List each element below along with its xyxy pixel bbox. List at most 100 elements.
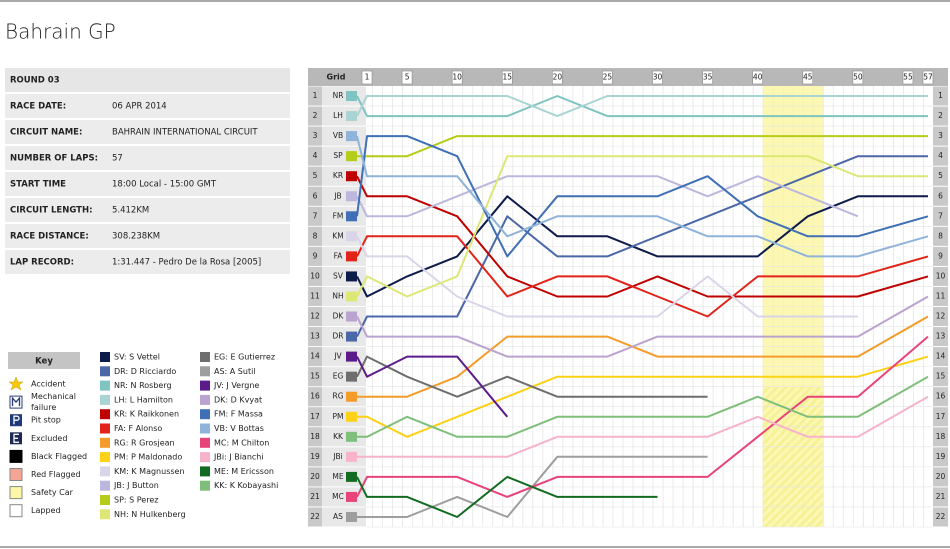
row-number-bg xyxy=(933,467,948,487)
legend-label: DR: D Ricciardo xyxy=(114,367,176,376)
info-value: 57 xyxy=(112,154,123,164)
x-tick-box xyxy=(652,70,663,85)
row-number: 7 xyxy=(313,211,318,220)
driver-swatch xyxy=(346,251,357,262)
driver-swatch xyxy=(346,191,357,202)
driver-code: NH xyxy=(332,291,343,300)
key-label: Red Flagged xyxy=(31,470,81,479)
driver-code: SV xyxy=(333,271,344,280)
x-tick-label: 30 xyxy=(653,73,663,82)
key-label: Pit stop xyxy=(31,416,61,425)
row-number-right: 9 xyxy=(938,251,943,260)
row-number-bg xyxy=(308,487,322,507)
info-row-bg xyxy=(5,146,290,170)
row-number-bg xyxy=(308,166,322,186)
legend-label: EG: E Gutierrez xyxy=(214,353,275,362)
driver-swatch xyxy=(346,451,357,462)
legend-swatch xyxy=(100,394,110,405)
row-number: 6 xyxy=(313,191,318,200)
driver-code: DK xyxy=(333,312,345,321)
x-tick-box xyxy=(752,70,763,85)
row-number-bg xyxy=(933,387,948,407)
row-number-right: 16 xyxy=(936,392,946,401)
driver-swatch xyxy=(346,511,357,522)
legend-label: VB: V Bottas xyxy=(214,424,264,433)
info-value: 06 APR 2014 xyxy=(112,102,167,112)
row-number-bg xyxy=(308,347,322,367)
driver-code: SP xyxy=(333,151,343,160)
driver-swatch xyxy=(346,231,357,242)
legend-label: JB: J Button xyxy=(113,481,159,490)
driver-swatch xyxy=(346,271,357,282)
row-number: 5 xyxy=(313,171,318,180)
x-tick-box xyxy=(401,70,413,85)
driver-swatch xyxy=(346,131,357,142)
x-tick-label: 20 xyxy=(553,73,563,82)
driver-swatch xyxy=(346,331,357,342)
legend-label: FM: F Massa xyxy=(214,410,263,419)
driver-swatch xyxy=(346,171,357,182)
x-tick-label: 35 xyxy=(703,73,713,82)
driver-code: JB xyxy=(333,191,341,200)
info-row-bg xyxy=(5,224,290,248)
title: Bahrain GP xyxy=(5,20,116,44)
row-number-right: 5 xyxy=(938,171,943,180)
excluded-glyph xyxy=(13,433,19,443)
row-number-bg xyxy=(308,206,322,226)
legend-label: KK: K Kobayashi xyxy=(214,481,278,490)
row-number: 18 xyxy=(310,432,320,441)
info-label: RACE DISTANCE: xyxy=(10,232,89,242)
driver-line xyxy=(357,135,928,158)
info-value: 1:31.447 - Pedro De la Rosa [2005] xyxy=(112,258,261,268)
accident-icon xyxy=(8,376,24,391)
info-row-bg xyxy=(5,198,290,222)
driver-line xyxy=(356,155,928,298)
x-tick-box xyxy=(902,70,914,85)
legend-label: KR: K Raikkonen xyxy=(114,410,179,419)
legend-label: JBi: J Bianchi xyxy=(213,453,264,462)
row-number: 15 xyxy=(310,372,320,381)
row-number-bg xyxy=(308,467,322,487)
driver-code: NR xyxy=(333,91,344,100)
driver-swatch xyxy=(346,311,357,322)
row-number-right: 13 xyxy=(936,332,946,341)
row-number-right: 2 xyxy=(938,111,943,120)
legend-label: DK: D Kvyat xyxy=(214,395,262,404)
legend-label: JV: J Vergne xyxy=(213,381,259,390)
row-number-bg xyxy=(308,266,322,286)
legend-label: SV: S Vettel xyxy=(114,353,160,362)
x-tick-box xyxy=(451,70,463,85)
info-title: ROUND 03 xyxy=(10,76,60,86)
key-icon xyxy=(9,449,23,463)
info-row-bg xyxy=(5,68,290,92)
row-number: 14 xyxy=(310,352,320,361)
info-row-bg xyxy=(5,94,290,118)
driver-line xyxy=(356,295,929,358)
legend-swatch xyxy=(200,380,210,391)
driver-line xyxy=(356,355,708,398)
row-number-bg xyxy=(933,367,948,387)
x-tick-label: 10 xyxy=(452,73,462,82)
key-label: Black Flagged xyxy=(31,452,87,461)
x-tick-label: 5 xyxy=(405,73,410,82)
info-value: 5.412KM xyxy=(112,206,149,216)
driver-code: FA xyxy=(334,251,344,260)
legend-swatch xyxy=(200,423,210,434)
x-tick-label: 50 xyxy=(853,73,863,82)
info-row-bg xyxy=(5,172,290,196)
driver-swatch xyxy=(346,91,357,102)
key-icon xyxy=(10,432,22,445)
header-bar xyxy=(308,68,948,86)
driver-line xyxy=(356,235,929,318)
row-number-right: 4 xyxy=(938,151,943,160)
info-label: NUMBER OF LAPS: xyxy=(10,154,98,164)
legend-swatch xyxy=(100,437,110,448)
row-number-bg xyxy=(308,86,322,106)
key-icon xyxy=(9,395,23,409)
driver-line xyxy=(356,175,929,298)
driver-code: PM xyxy=(333,412,344,421)
legend-swatch xyxy=(100,423,110,434)
driver-swatch xyxy=(346,471,357,482)
row-number-bg xyxy=(933,347,948,367)
row-number: 22 xyxy=(310,512,320,521)
